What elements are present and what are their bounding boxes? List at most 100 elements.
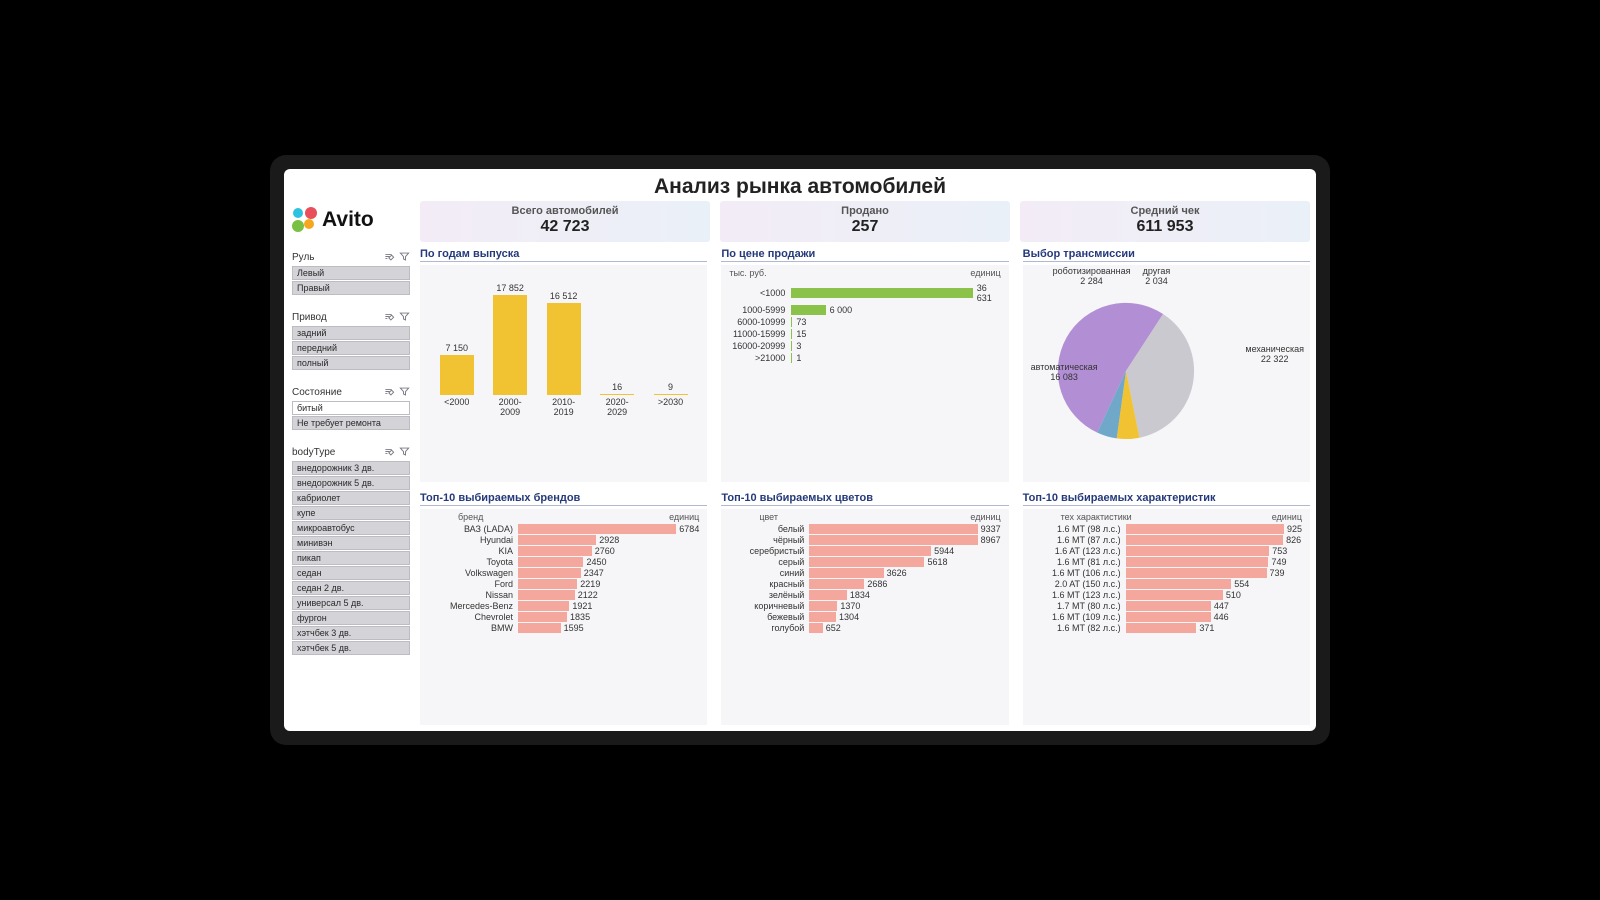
col-bar[interactable]: 7 150 xyxy=(437,343,477,395)
row-track: 15 xyxy=(791,329,1000,339)
filter-item[interactable]: хэтчбек 3 дв. xyxy=(292,626,410,640)
filter-item[interactable]: хэтчбек 5 дв. xyxy=(292,641,410,655)
rank-row[interactable]: бежевый 1304 xyxy=(729,612,1000,622)
rank-row[interactable]: зелёный 1834 xyxy=(729,590,1000,600)
rank-row[interactable]: 2.0 AT (150 л.с.) 554 xyxy=(1031,579,1302,589)
card-title: Топ-10 выбираемых брендов xyxy=(420,492,707,506)
col-bar[interactable]: 16 xyxy=(597,382,637,395)
rank-row[interactable]: Chevrolet 1835 xyxy=(428,612,699,622)
rank-row[interactable]: белый 9337 xyxy=(729,524,1000,534)
rank-row[interactable]: 1.6 MT (87 л.с.) 826 xyxy=(1031,535,1302,545)
filter-item[interactable]: внедорожник 3 дв. xyxy=(292,461,410,475)
filter-item[interactable]: передний xyxy=(292,341,410,355)
filter-item[interactable]: микроавтобус xyxy=(292,521,410,535)
bar-value: 9 xyxy=(668,382,673,392)
hbar-row[interactable]: 16000-20999 3 xyxy=(729,341,1000,351)
kpi-card: Всего автомобилей 42 723 xyxy=(420,201,710,242)
rank-row[interactable]: Ford 2219 xyxy=(428,579,699,589)
rank-row[interactable]: коричневый 1370 xyxy=(729,601,1000,611)
bar-fill xyxy=(1126,535,1283,545)
filter-item[interactable]: фургон xyxy=(292,611,410,625)
row-label: 1.6 MT (81 л.с.) xyxy=(1031,557,1126,567)
card-by-year: По годам выпуска 7 150 17 852 16 512 16 … xyxy=(420,248,707,482)
filter-head: bodyType xyxy=(292,446,410,459)
rank-row[interactable]: чёрный 8967 xyxy=(729,535,1000,545)
filter-label: bodyType xyxy=(292,447,335,458)
rank-row[interactable]: BMW 1595 xyxy=(428,623,699,633)
rank-row[interactable]: 1.6 MT (109 л.с.) 446 xyxy=(1031,612,1302,622)
clear-filter-icon[interactable] xyxy=(384,251,395,264)
filter-item[interactable]: Правый xyxy=(292,281,410,295)
filter-item[interactable]: Не требует ремонта xyxy=(292,416,410,430)
filter-item[interactable]: купе xyxy=(292,506,410,520)
rank-row[interactable]: Hyundai 2928 xyxy=(428,535,699,545)
rank-row[interactable]: синий 3626 xyxy=(729,568,1000,578)
filter-item[interactable]: универсал 5 дв. xyxy=(292,596,410,610)
row-track: 652 xyxy=(809,623,1000,633)
filter-item[interactable]: пикап xyxy=(292,551,410,565)
rank-row[interactable]: 1.6 MT (82 л.с.) 371 xyxy=(1031,623,1302,633)
col-bar[interactable]: 16 512 xyxy=(544,291,584,395)
hbar-row[interactable]: 11000-15999 15 xyxy=(729,329,1000,339)
row-value: 5944 xyxy=(934,546,954,556)
funnel-icon[interactable] xyxy=(399,251,410,264)
filter-item[interactable]: задний xyxy=(292,326,410,340)
rank-row[interactable]: Toyota 2450 xyxy=(428,557,699,567)
rank-row[interactable]: Mercedes-Benz 1921 xyxy=(428,601,699,611)
rank-row[interactable]: 1.6 MT (123 л.с.) 510 xyxy=(1031,590,1302,600)
rank-row[interactable]: 1.7 MT (80 л.с.) 447 xyxy=(1031,601,1302,611)
clear-filter-icon[interactable] xyxy=(384,446,395,459)
filter-item[interactable]: седан 2 дв. xyxy=(292,581,410,595)
filter-group: bodyType внедорожник 3 дв.внедорожник 5 … xyxy=(292,446,410,655)
row-track: 2686 xyxy=(809,579,1000,589)
hbar-row[interactable]: 1000-5999 6 000 xyxy=(729,305,1000,315)
filter-item[interactable]: кабриолет xyxy=(292,491,410,505)
filter-item[interactable]: битый xyxy=(292,401,410,415)
rank-row[interactable]: 1.6 MT (106 л.с.) 739 xyxy=(1031,568,1302,578)
rank-row[interactable]: 1.6 MT (98 л.с.) 925 xyxy=(1031,524,1302,534)
rank-row[interactable]: серебристый 5944 xyxy=(729,546,1000,556)
filter-item[interactable]: полный xyxy=(292,356,410,370)
hbar-row[interactable]: 6000-10999 73 xyxy=(729,317,1000,327)
row-value: 753 xyxy=(1272,546,1287,556)
clear-filter-icon[interactable] xyxy=(384,386,395,399)
row-value: 1835 xyxy=(570,612,590,622)
row-track: 1834 xyxy=(809,590,1000,600)
rank-row[interactable]: красный 2686 xyxy=(729,579,1000,589)
filter-item[interactable]: седан xyxy=(292,566,410,580)
row-value: 1 xyxy=(796,353,801,363)
funnel-icon[interactable] xyxy=(399,386,410,399)
bar-value: 17 852 xyxy=(496,283,524,293)
row-label: >21000 xyxy=(729,353,791,363)
hbar-row[interactable]: >21000 1 xyxy=(729,353,1000,363)
rank-row[interactable]: Volkswagen 2347 xyxy=(428,568,699,578)
hbar-row[interactable]: <1000 36 631 xyxy=(729,283,1000,303)
filter-item[interactable]: минивэн xyxy=(292,536,410,550)
col-bar[interactable]: 9 xyxy=(651,382,691,395)
rank-row[interactable]: серый 5618 xyxy=(729,557,1000,567)
row-value: 6 000 xyxy=(830,305,853,315)
row-value: 2219 xyxy=(580,579,600,589)
filter-head: Состояние xyxy=(292,386,410,399)
funnel-icon[interactable] xyxy=(399,446,410,459)
funnel-icon[interactable] xyxy=(399,311,410,324)
row-label: Hyundai xyxy=(428,535,518,545)
row-track: 2219 xyxy=(518,579,699,589)
row-label: 1.6 MT (87 л.с.) xyxy=(1031,535,1126,545)
rank-row[interactable]: KIA 2760 xyxy=(428,546,699,556)
row-value: 3 xyxy=(796,341,801,351)
axis-label: 2010-2019 xyxy=(544,397,584,417)
rank-row[interactable]: Nissan 2122 xyxy=(428,590,699,600)
rank-row[interactable]: ВАЗ (LADA) 6784 xyxy=(428,524,699,534)
rank-row[interactable]: 1.6 AT (123 л.с.) 753 xyxy=(1031,546,1302,556)
bar-fill xyxy=(1126,612,1211,622)
clear-filter-icon[interactable] xyxy=(384,311,395,324)
rank-list: ВАЗ (LADA) 6784 Hyundai 2928 KIA 2760 To… xyxy=(420,524,707,638)
rank-row[interactable]: голубой 652 xyxy=(729,623,1000,633)
col-bar[interactable]: 17 852 xyxy=(490,283,530,395)
rank-row[interactable]: 1.6 MT (81 л.с.) 749 xyxy=(1031,557,1302,567)
row-label: 1.6 MT (109 л.с.) xyxy=(1031,612,1126,622)
filter-head: Руль xyxy=(292,251,410,264)
filter-item[interactable]: Левый xyxy=(292,266,410,280)
filter-item[interactable]: внедорожник 5 дв. xyxy=(292,476,410,490)
